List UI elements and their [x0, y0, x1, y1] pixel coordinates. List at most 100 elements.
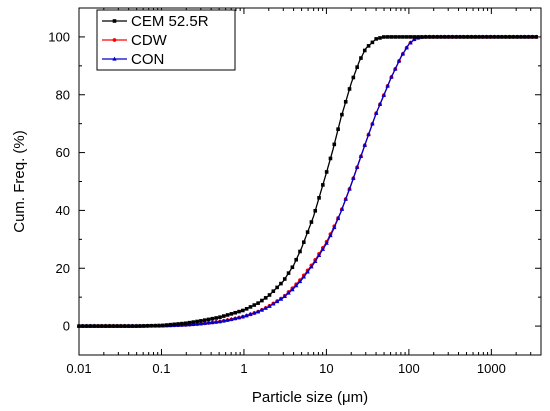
legend-label: CON [131, 51, 164, 68]
data-point [111, 324, 116, 328]
data-point [354, 164, 360, 169]
data-point [477, 35, 481, 39]
data-point [248, 305, 253, 309]
data-point [400, 51, 406, 56]
data-point [385, 35, 390, 39]
data-point [77, 324, 81, 328]
x-tick-label: 100 [398, 361, 420, 376]
data-point [401, 35, 405, 39]
y-tick-label: 20 [56, 261, 70, 276]
data-point [328, 156, 333, 161]
y-tick-label: 0 [63, 319, 70, 334]
data-point [484, 35, 489, 39]
x-tick-label: 10 [319, 361, 333, 376]
data-point [290, 265, 295, 270]
data-point [301, 240, 306, 244]
data-point [301, 274, 306, 279]
data-point [294, 257, 298, 262]
x-tick-label: 1 [240, 361, 247, 376]
data-point [195, 319, 199, 324]
data-point [141, 324, 146, 328]
data-point [88, 324, 93, 328]
data-point [522, 35, 527, 39]
data-point [450, 35, 455, 39]
data-point [237, 309, 241, 314]
data-point [309, 264, 314, 269]
data-point [153, 323, 158, 328]
data-point [297, 279, 303, 284]
data-point [336, 127, 340, 131]
data-point [256, 301, 260, 305]
data-point [454, 35, 459, 39]
data-point [515, 35, 519, 39]
data-point [328, 233, 333, 238]
data-point [194, 321, 200, 326]
data-point [278, 296, 284, 301]
legend-marker [112, 56, 117, 61]
data-point [503, 35, 508, 39]
series-line [79, 36, 537, 327]
data-point [362, 142, 367, 147]
data-point [255, 309, 261, 314]
data-point [362, 48, 367, 53]
data-point [332, 142, 337, 147]
data-point [359, 56, 363, 60]
data-point [343, 196, 348, 201]
data-point [385, 83, 390, 88]
data-point [199, 319, 203, 323]
data-point [526, 35, 531, 39]
data-point [206, 320, 211, 325]
data-point [202, 320, 207, 325]
data-point [519, 35, 523, 39]
data-point [511, 35, 516, 39]
data-point [221, 314, 226, 318]
data-point [134, 324, 138, 328]
data-point [119, 324, 123, 328]
data-point [168, 322, 173, 327]
data-point [373, 110, 379, 115]
data-point [214, 316, 218, 320]
data-point [442, 35, 447, 39]
data-point [313, 258, 318, 263]
legend-item: CDW [102, 32, 168, 49]
data-point [115, 324, 119, 328]
data-point [462, 35, 466, 39]
data-point [374, 37, 378, 41]
data-point [378, 36, 382, 40]
data-point [382, 35, 386, 39]
series-line [79, 36, 537, 327]
data-point [332, 225, 337, 230]
data-point [412, 36, 417, 41]
data-point [282, 277, 287, 281]
data-point [164, 323, 169, 327]
data-point [275, 285, 279, 290]
data-point [465, 35, 470, 39]
data-point [412, 35, 417, 39]
data-point [267, 293, 272, 297]
data-point [279, 281, 283, 286]
data-point [213, 319, 219, 324]
data-point [225, 313, 230, 317]
data-point [252, 310, 257, 315]
data-point [339, 206, 345, 211]
data-point [202, 318, 207, 322]
data-point [324, 240, 329, 245]
data-point [176, 322, 180, 326]
data-point [309, 220, 314, 224]
data-point [469, 35, 474, 39]
data-point [446, 35, 451, 39]
data-point [259, 307, 265, 312]
data-point [435, 35, 439, 39]
y-axis-label: Cum. Freq. (%) [11, 130, 28, 233]
data-point [335, 216, 341, 221]
data-point [305, 230, 310, 234]
data-point [305, 269, 310, 274]
legend-label: CEM 52.5R [131, 13, 209, 30]
data-point [271, 301, 276, 306]
data-point [84, 324, 89, 328]
data-point [347, 87, 352, 91]
data-point [370, 121, 375, 126]
y-tick-label: 40 [56, 203, 70, 218]
data-point [172, 322, 177, 327]
data-point [244, 313, 249, 318]
